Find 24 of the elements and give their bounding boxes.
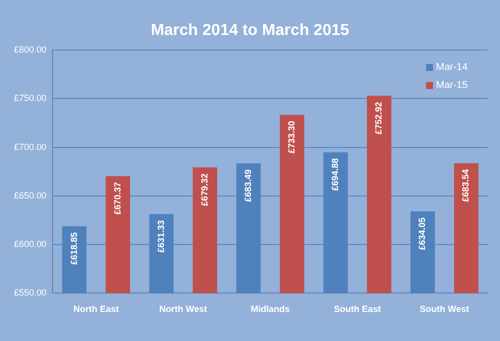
data-label: £694.88 — [330, 158, 340, 191]
data-label: £683.54 — [460, 169, 471, 202]
data-label: £683.49 — [242, 169, 253, 202]
y-tick-label: £700.00 — [14, 142, 47, 152]
y-tick-label: £550.00 — [14, 288, 47, 298]
y-tick-label: £750.00 — [14, 93, 47, 104]
data-label: £733.30 — [286, 120, 297, 154]
legend-label: Mar-14 — [436, 62, 468, 73]
x-tick-label: Midlands — [250, 304, 290, 314]
x-tick-label: South West — [420, 304, 470, 314]
legend-label: Mar-15 — [436, 80, 468, 91]
y-tick-label: £650.00 — [14, 190, 47, 200]
x-tick-label: South East — [334, 304, 381, 314]
data-label: £618.85 — [68, 232, 79, 265]
data-label: £634.05 — [417, 217, 428, 250]
x-tick-label: North East — [73, 304, 119, 314]
x-tick-label: North West — [159, 304, 208, 314]
data-label: £752.92 — [374, 102, 384, 134]
chart-title: March 2014 to March 2015 — [150, 22, 350, 40]
y-tick-label: £600.00 — [14, 239, 47, 250]
data-label: £679.32 — [199, 173, 210, 206]
data-label: £670.37 — [112, 182, 122, 215]
y-tick-label: £800.00 — [14, 44, 47, 54]
data-label: £631.33 — [156, 220, 166, 253]
